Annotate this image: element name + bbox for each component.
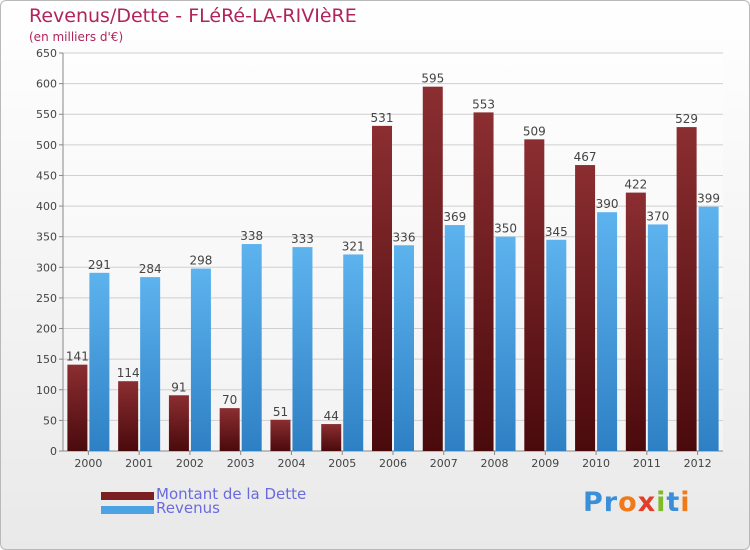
x-tick-label: 2001 — [125, 457, 153, 470]
data-label-revenus: 284 — [139, 262, 162, 276]
y-tick-label: 250 — [36, 292, 57, 305]
bar-revenus — [444, 225, 465, 451]
legend-swatch-dette — [101, 492, 154, 500]
data-label-dette: 553 — [472, 97, 495, 111]
data-label-dette: 51 — [273, 405, 288, 419]
logo-letter: r — [603, 487, 619, 518]
bar-revenus — [190, 268, 211, 451]
chart-title: Revenus/Dette - FLéRé-LA-RIVIèRE — [29, 5, 357, 27]
data-label-revenus: 338 — [240, 229, 263, 243]
data-label-revenus: 345 — [545, 225, 568, 239]
x-tick-label: 2009 — [531, 457, 559, 470]
logo-letter: x — [637, 487, 657, 518]
bar-dette — [219, 408, 240, 451]
bar-dette — [676, 127, 697, 451]
y-tick-label: 350 — [36, 231, 57, 244]
y-tick-label: 100 — [36, 384, 57, 397]
x-tick-label: 2003 — [227, 457, 255, 470]
bar-dette — [575, 165, 596, 451]
legend-swatch-revenus — [101, 506, 154, 514]
x-tick-label: 2011 — [633, 457, 661, 470]
bar-revenus — [546, 239, 567, 451]
y-tick-label: 650 — [36, 47, 57, 60]
legend-label-revenus: Revenus — [156, 499, 220, 517]
data-label-revenus: 370 — [646, 209, 669, 223]
bar-dette — [67, 364, 88, 451]
x-tick-label: 2006 — [379, 457, 407, 470]
x-tick-label: 2007 — [430, 457, 458, 470]
bar-revenus — [140, 277, 161, 451]
logo-letter: P — [583, 487, 604, 518]
proxiti-logo: Proxiti — [583, 487, 691, 518]
y-tick-label: 600 — [36, 78, 57, 91]
data-label-revenus: 298 — [189, 254, 212, 268]
data-label-dette: 529 — [675, 112, 698, 126]
logo-letter: i — [680, 487, 691, 518]
bar-dette — [372, 125, 392, 451]
y-tick-label: 550 — [36, 108, 57, 121]
x-tick-label: 2010 — [582, 457, 610, 470]
data-label-dette: 114 — [117, 366, 140, 380]
bar-dette — [625, 192, 646, 452]
bar-dette — [321, 424, 342, 451]
legend-label-dette: Montant de la Dette — [156, 485, 307, 503]
bar-dette — [524, 139, 545, 451]
data-label-revenus: 350 — [494, 222, 517, 236]
bar-revenus — [343, 254, 364, 451]
y-tick-label: 500 — [36, 139, 57, 152]
x-tick-label: 2000 — [74, 457, 102, 470]
chart-subtitle: (en milliers d'€) — [29, 30, 124, 44]
x-tick-label: 2008 — [481, 457, 509, 470]
data-label-revenus: 333 — [291, 232, 314, 246]
bar-revenus — [394, 245, 414, 451]
bar-revenus — [647, 224, 668, 451]
y-tick-label: 0 — [50, 445, 57, 458]
y-tick-label: 300 — [36, 261, 57, 274]
data-label-dette: 91 — [171, 380, 186, 394]
bar-revenus — [89, 272, 110, 451]
bar-revenus — [495, 236, 516, 451]
x-tick-label: 2002 — [176, 457, 204, 470]
x-tick-label: 2012 — [684, 457, 712, 470]
y-tick-label: 400 — [36, 200, 57, 213]
data-label-revenus: 291 — [88, 258, 111, 272]
data-label-dette: 141 — [66, 350, 89, 364]
logo-letter: o — [618, 487, 638, 518]
data-label-dette: 467 — [574, 150, 597, 164]
data-label-revenus: 336 — [393, 230, 416, 244]
y-tick-label: 150 — [36, 353, 57, 366]
data-label-dette: 70 — [222, 393, 237, 407]
x-tick-label: 2004 — [277, 457, 305, 470]
bar-revenus — [597, 212, 618, 451]
bar-dette — [473, 112, 494, 451]
bar-dette — [270, 419, 291, 451]
data-label-dette: 531 — [371, 111, 394, 125]
y-tick-label: 50 — [43, 414, 57, 427]
bar-revenus — [698, 206, 719, 451]
logo-letter: i — [656, 487, 667, 518]
y-tick-label: 450 — [36, 169, 57, 182]
bar-revenus — [241, 244, 262, 451]
bar-dette — [168, 395, 189, 451]
data-label-revenus: 390 — [596, 197, 619, 211]
data-label-dette: 422 — [624, 178, 647, 192]
data-label-revenus: 369 — [443, 210, 466, 224]
data-label-revenus: 321 — [342, 239, 365, 253]
y-tick-label: 200 — [36, 323, 57, 336]
bar-dette — [118, 381, 139, 451]
data-label-revenus: 399 — [697, 192, 720, 206]
x-tick-label: 2005 — [328, 457, 356, 470]
logo-letter: t — [666, 487, 681, 518]
data-label-dette: 44 — [324, 409, 339, 423]
data-label-dette: 509 — [523, 124, 546, 138]
bar-dette — [422, 86, 443, 451]
data-label-dette: 595 — [421, 72, 444, 86]
bar-revenus — [292, 247, 313, 451]
